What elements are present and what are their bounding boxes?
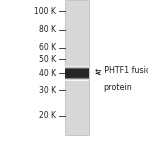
Bar	[65, 70, 89, 77]
Bar	[65, 68, 89, 78]
Text: ← PHTF1 fusion: ← PHTF1 fusion	[95, 66, 148, 75]
Bar	[65, 66, 89, 81]
Bar	[65, 66, 89, 80]
Bar	[65, 66, 89, 80]
Bar	[65, 0, 89, 135]
Bar	[65, 69, 89, 78]
Bar	[65, 68, 89, 78]
Bar	[65, 68, 89, 79]
Bar	[65, 68, 89, 79]
Bar	[65, 66, 89, 81]
Bar	[65, 69, 89, 78]
Bar	[65, 66, 89, 81]
Bar	[65, 69, 89, 77]
Text: protein: protein	[104, 83, 132, 92]
Text: 100 K: 100 K	[34, 7, 56, 16]
Bar	[65, 67, 89, 79]
Text: 50 K: 50 K	[39, 55, 56, 64]
Bar	[65, 67, 89, 80]
Bar	[65, 67, 89, 80]
Text: 30 K: 30 K	[39, 86, 56, 95]
Bar	[65, 67, 89, 80]
Text: 60 K: 60 K	[39, 43, 56, 52]
Bar	[65, 67, 89, 80]
Bar	[65, 69, 89, 78]
Bar	[65, 67, 89, 79]
Text: 20 K: 20 K	[39, 111, 56, 120]
Text: 80 K: 80 K	[39, 25, 56, 34]
Bar	[65, 68, 89, 79]
Bar	[65, 67, 89, 80]
Bar	[65, 69, 89, 77]
Bar	[65, 69, 89, 78]
Bar	[65, 68, 89, 79]
Bar	[65, 69, 89, 78]
Text: 40 K: 40 K	[39, 69, 56, 78]
Bar	[65, 67, 89, 80]
Bar	[65, 66, 89, 81]
Bar	[65, 66, 89, 81]
Bar	[65, 68, 89, 79]
